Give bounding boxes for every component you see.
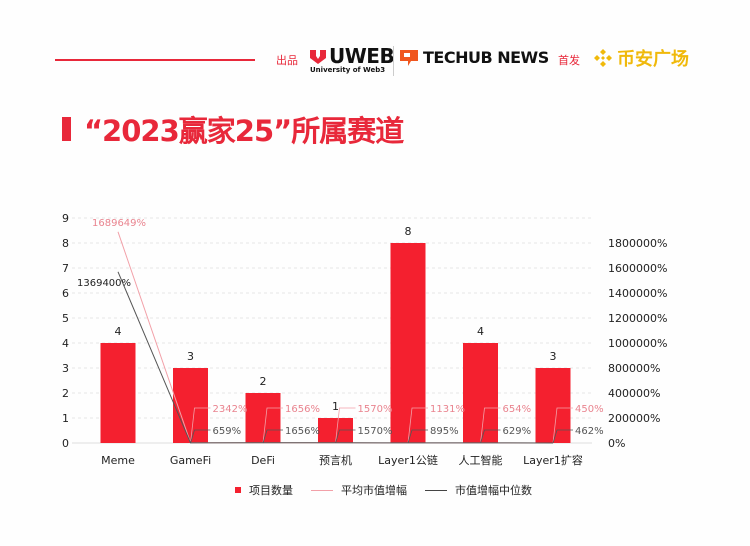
binance-square-logo: 币安广场 xyxy=(593,45,689,71)
label-leader-line xyxy=(262,429,283,444)
header-rule xyxy=(55,59,255,61)
label-leader-line xyxy=(335,429,356,444)
legend-label: 平均市值增幅 xyxy=(341,484,407,497)
data-label: 1689649% xyxy=(92,218,146,229)
left-tick-label: 5 xyxy=(62,312,69,325)
legend-label: 项目数量 xyxy=(249,484,293,497)
bar-value-label: 3 xyxy=(187,350,194,363)
bar-value-label: 2 xyxy=(260,375,267,388)
left-tick-label: 2 xyxy=(62,387,69,400)
category-label: Layer1公链 xyxy=(378,453,438,467)
right-tick-label: 1800000% xyxy=(608,237,667,250)
category-label: Layer1扩容 xyxy=(523,453,583,467)
left-tick-label: 6 xyxy=(62,287,69,300)
left-tick-label: 1 xyxy=(62,412,69,425)
data-label: 1131% xyxy=(430,404,465,415)
data-label: 462% xyxy=(575,426,604,437)
data-label: 1570% xyxy=(358,426,393,437)
legend: 项目数量 平均市值增幅 市值增幅中位数 xyxy=(235,482,532,498)
right-tick-label: 1400000% xyxy=(608,287,667,300)
legend-swatch xyxy=(235,487,241,493)
left-tick-label: 9 xyxy=(62,212,69,225)
left-tick-label: 0 xyxy=(62,437,69,450)
data-label: 659% xyxy=(213,426,242,437)
bar xyxy=(463,343,498,443)
legend-item-median: 市值增幅中位数 xyxy=(425,482,532,498)
title-accent-bar xyxy=(62,117,71,141)
legend-swatch xyxy=(425,489,447,491)
right-tick-label: 1200000% xyxy=(608,312,667,325)
bar xyxy=(100,343,136,443)
logo-divider xyxy=(393,46,394,76)
label-leader-line xyxy=(190,429,211,444)
bar xyxy=(318,418,353,443)
label-leader-line xyxy=(335,407,356,444)
right-tick-label: 200000% xyxy=(608,412,660,425)
left-tick-label: 4 xyxy=(62,337,69,350)
right-tick-label: 1600000% xyxy=(608,262,667,275)
data-label: 2342% xyxy=(213,404,248,415)
data-label: 654% xyxy=(503,404,532,415)
data-label: 1570% xyxy=(358,404,393,415)
legend-swatch xyxy=(311,489,333,491)
data-label: 450% xyxy=(575,404,604,415)
bar-value-label: 1 xyxy=(332,400,339,413)
data-label: 1656% xyxy=(285,404,320,415)
bar xyxy=(390,243,426,443)
data-label: 629% xyxy=(503,426,532,437)
right-tick-label: 800000% xyxy=(608,362,660,375)
category-label: Meme xyxy=(101,454,135,467)
legend-item-count: 项目数量 xyxy=(235,482,293,498)
uweb-subtitle: University of Web3 xyxy=(310,66,386,74)
bar-value-label: 3 xyxy=(550,350,557,363)
bar xyxy=(535,368,571,443)
label-leader-line xyxy=(190,407,211,444)
data-label: 1369400% xyxy=(77,278,131,289)
uweb-text: UWEB xyxy=(329,44,395,68)
uweb-mark-icon xyxy=(310,50,326,64)
label-leader-line xyxy=(262,407,283,444)
bar-value-label: 8 xyxy=(405,225,412,238)
category-label: 预言机 xyxy=(319,453,352,467)
legend-item-avg: 平均市值增幅 xyxy=(311,482,407,498)
page-title: “2023赢家25”所属赛道 xyxy=(84,114,404,148)
label-leader-line xyxy=(552,407,573,444)
category-label: 人工智能 xyxy=(459,453,503,467)
bar xyxy=(173,368,208,443)
techub-logo: TECHUB NEWS xyxy=(400,48,549,67)
left-tick-label: 7 xyxy=(62,262,69,275)
first-release-label: 首发 xyxy=(558,54,580,67)
produced-by-label: 出品 xyxy=(276,54,298,67)
label-leader-line xyxy=(480,407,501,444)
label-leader-line xyxy=(552,429,573,444)
category-label: DeFi xyxy=(251,454,275,467)
left-tick-label: 8 xyxy=(62,237,69,250)
left-tick-label: 3 xyxy=(62,362,69,375)
label-leader-line xyxy=(480,429,501,444)
label-leader-line xyxy=(407,429,428,444)
right-tick-label: 400000% xyxy=(608,387,660,400)
techub-mark-icon xyxy=(400,49,418,66)
legend-label: 市值增幅中位数 xyxy=(455,484,532,497)
data-label: 1656% xyxy=(285,426,320,437)
uweb-logo: UWEB University of Web3 xyxy=(310,44,395,74)
binance-text: 币安广场 xyxy=(617,49,689,70)
techub-text: TECHUB NEWS xyxy=(423,48,549,67)
data-label: 895% xyxy=(430,426,459,437)
bar xyxy=(245,393,281,443)
right-tick-label: 0% xyxy=(608,437,625,450)
right-tick-label: 1000000% xyxy=(608,337,667,350)
category-label: GameFi xyxy=(170,454,211,467)
label-leader-line xyxy=(407,407,428,444)
bar-value-label: 4 xyxy=(477,325,484,338)
binance-icon xyxy=(594,49,612,67)
bar-value-label: 4 xyxy=(115,325,122,338)
